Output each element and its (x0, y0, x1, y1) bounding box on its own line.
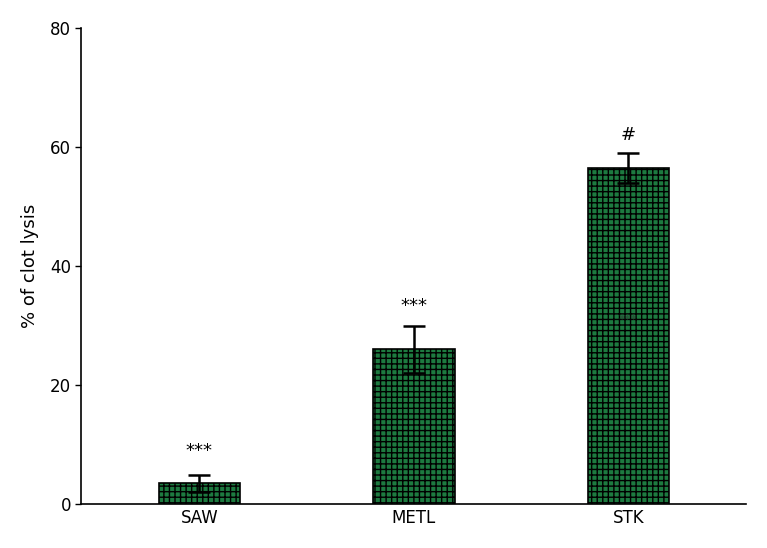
Bar (588, 168, 669, 504)
Text: ***: *** (400, 297, 427, 315)
Bar (159, 483, 240, 504)
Y-axis label: % of clot lysis: % of clot lysis (21, 204, 39, 328)
Bar (373, 350, 455, 504)
Text: ***: *** (619, 313, 637, 326)
Text: #: # (621, 126, 636, 144)
Text: ***: *** (186, 442, 213, 460)
